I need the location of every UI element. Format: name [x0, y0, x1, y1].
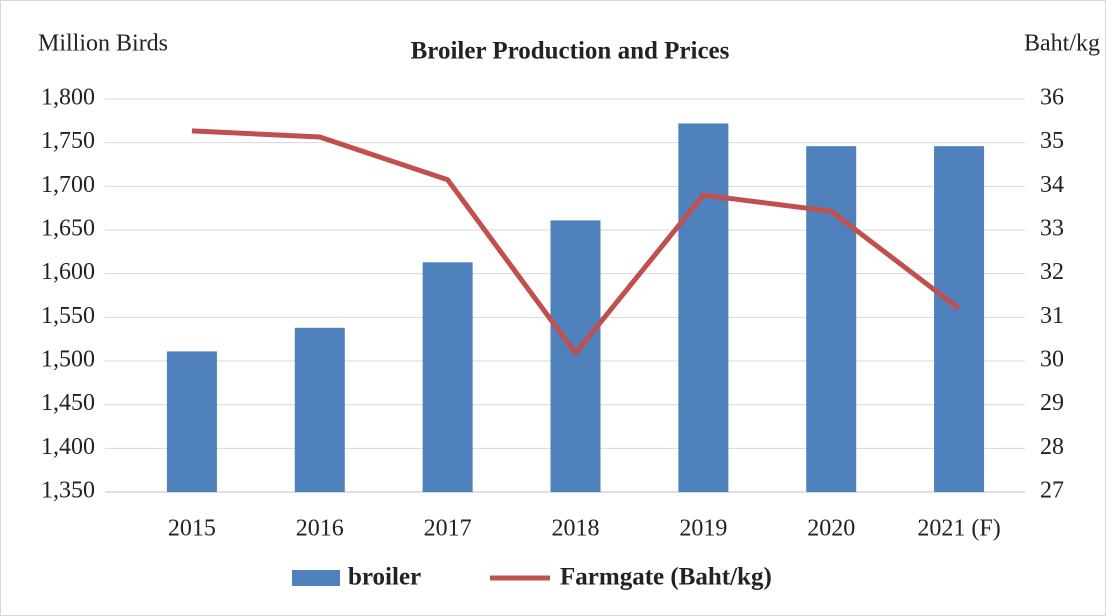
y2-tick-label: 27 — [1040, 478, 1064, 504]
legend-label: broiler — [348, 564, 421, 591]
y-tick-label: 1,700 — [41, 172, 95, 198]
y2-tick-label: 33 — [1040, 216, 1064, 242]
bar — [678, 123, 729, 492]
y2-tick-label: 31 — [1040, 303, 1064, 329]
x-tick-label: 2021 (F) — [917, 516, 1000, 542]
y2-tick-label: 35 — [1040, 128, 1064, 154]
y-tick-label: 1,500 — [41, 347, 95, 373]
chart-title: Broiler Production and Prices — [411, 38, 730, 65]
x-tick-label: 2017 — [424, 516, 472, 542]
x-tick-label: 2020 — [807, 516, 855, 542]
y-tick-label: 1,650 — [41, 216, 95, 242]
x-tick-label: 2018 — [552, 516, 600, 542]
y2-tick-label: 30 — [1040, 347, 1064, 373]
y2-tick-label: 32 — [1040, 259, 1064, 285]
y-tick-label: 1,550 — [41, 303, 95, 329]
bar — [806, 146, 857, 492]
y-tick-label: 1,350 — [41, 478, 95, 504]
legend-swatch — [292, 570, 340, 586]
bar — [422, 262, 473, 492]
y2-tick-label: 34 — [1040, 172, 1064, 198]
bar — [294, 327, 345, 492]
x-tick-label: 2015 — [168, 516, 216, 542]
y-tick-label: 1,600 — [41, 259, 95, 285]
y2-axis-label: Baht/kg — [1024, 31, 1100, 57]
legend-label: Farmgate (Baht/kg) — [560, 564, 772, 591]
x-tick-label: 2019 — [679, 516, 727, 542]
x-tick-label: 2016 — [296, 516, 344, 542]
bar — [550, 220, 601, 493]
y-tick-label: 1,800 — [41, 85, 95, 111]
y2-tick-label: 28 — [1040, 434, 1064, 460]
y2-tick-label: 36 — [1040, 85, 1064, 111]
bar — [166, 351, 217, 492]
line — [191, 128, 961, 356]
bar — [934, 146, 985, 492]
y-tick-label: 1,750 — [41, 128, 95, 154]
y-tick-label: 1,400 — [41, 434, 95, 460]
y-axis-label: Million Birds — [38, 31, 168, 57]
y2-tick-label: 29 — [1040, 390, 1064, 416]
y-tick-label: 1,450 — [41, 390, 95, 416]
